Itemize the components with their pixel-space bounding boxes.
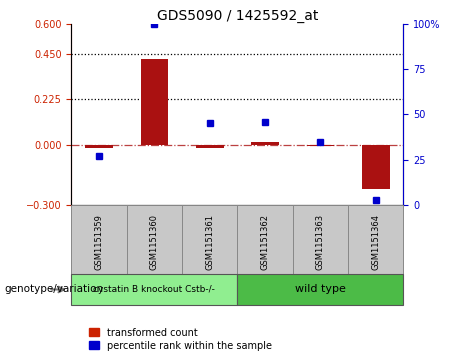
Bar	[85, 144, 113, 148]
Text: genotype/variation: genotype/variation	[5, 285, 104, 294]
Bar	[141, 59, 168, 144]
Text: GSM1151361: GSM1151361	[205, 215, 214, 270]
Text: wild type: wild type	[295, 285, 346, 294]
Bar	[307, 144, 334, 146]
Text: GSM1151363: GSM1151363	[316, 214, 325, 270]
Text: GSM1151364: GSM1151364	[371, 215, 380, 270]
Text: GSM1151362: GSM1151362	[260, 215, 270, 270]
Title: GDS5090 / 1425592_at: GDS5090 / 1425592_at	[157, 9, 318, 23]
Bar	[251, 142, 279, 144]
Bar	[362, 144, 390, 189]
Text: cystatin B knockout Cstb-/-: cystatin B knockout Cstb-/-	[94, 285, 215, 294]
Bar	[196, 144, 224, 148]
Legend: transformed count, percentile rank within the sample: transformed count, percentile rank withi…	[86, 324, 276, 355]
Text: GSM1151359: GSM1151359	[95, 215, 104, 270]
Text: GSM1151360: GSM1151360	[150, 215, 159, 270]
